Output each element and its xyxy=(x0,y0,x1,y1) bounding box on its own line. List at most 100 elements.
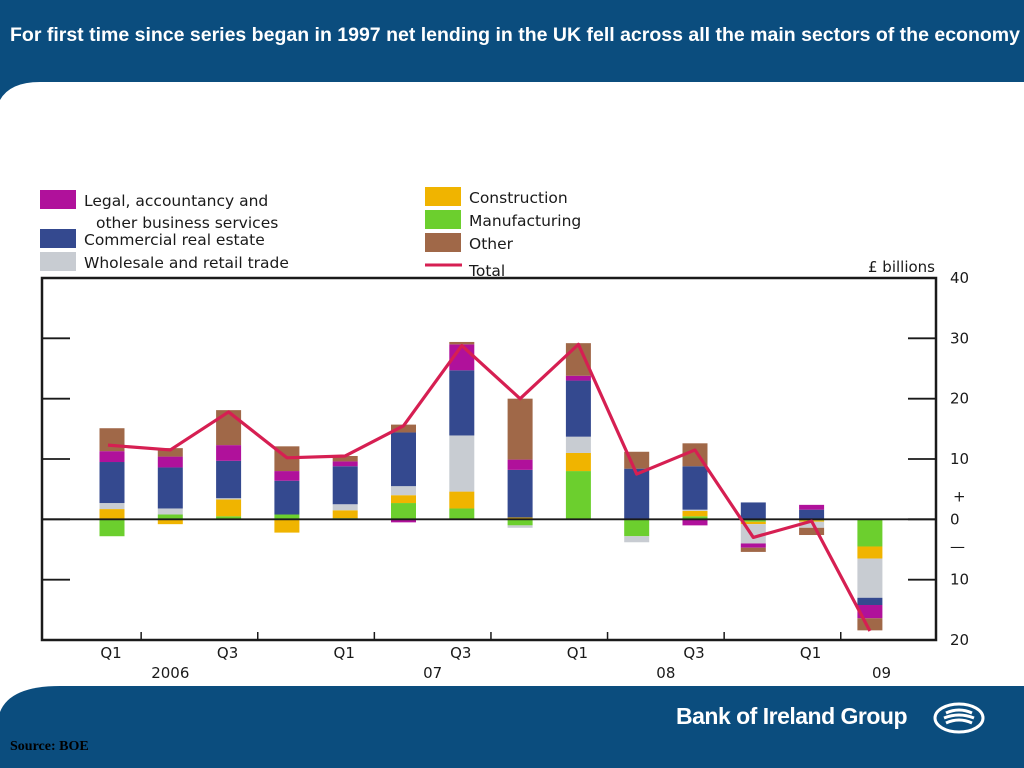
bar-segment xyxy=(391,519,416,523)
bar-segment xyxy=(332,455,358,462)
legend-item: Manufacturing xyxy=(425,210,581,230)
y-tick-label: 10 xyxy=(950,571,969,589)
bar-segment xyxy=(332,466,358,505)
legend-label: Legal, accountancy and xyxy=(84,192,268,210)
bar-segment xyxy=(332,504,358,511)
year-label: 09 xyxy=(872,664,891,682)
bar-segment xyxy=(799,521,825,528)
bar-segment xyxy=(216,498,242,500)
bar-segment xyxy=(624,536,650,543)
footer-banner xyxy=(0,682,1024,768)
bar-segment xyxy=(99,509,125,520)
negative-sign: — xyxy=(950,537,965,555)
header-banner: For first time since series began in 199… xyxy=(0,0,1024,100)
bar-segment xyxy=(391,495,416,504)
bar-segment xyxy=(799,527,825,536)
bar-segment xyxy=(391,503,416,520)
y-tick-label: 20 xyxy=(950,631,969,649)
bar-segment xyxy=(99,462,125,504)
lending-chart: Legal, accountancy and other business ser… xyxy=(40,187,969,682)
x-tick-label: Q1 xyxy=(334,644,355,662)
bar-segment xyxy=(507,519,533,526)
legend-swatch xyxy=(40,252,76,271)
legend-label: Other xyxy=(469,235,514,253)
bar-segment xyxy=(624,451,650,469)
bar-segment xyxy=(624,468,650,520)
positive-sign: + xyxy=(953,487,966,505)
bar-segment xyxy=(507,459,533,470)
bar-segment xyxy=(565,375,591,381)
bar-segment xyxy=(740,502,766,520)
bar-segment xyxy=(391,424,416,433)
y-tick-label: 10 xyxy=(950,450,969,468)
bar-segment xyxy=(682,519,708,526)
bar-segment xyxy=(857,519,883,547)
chart-axes: 40 30 20 10 0 10 20 + — Q1 Q3 Q1 Q3 Q1 Q3 Q1 2006 07 08 09 xyxy=(42,269,969,682)
bar-segment xyxy=(857,597,883,606)
footer-background xyxy=(0,686,1024,768)
bar-segment xyxy=(332,461,358,467)
legend-item: Legal, accountancy and other business ser… xyxy=(40,190,278,232)
bar-segment xyxy=(99,503,125,510)
bar-segment xyxy=(99,519,125,537)
bar-segment xyxy=(449,435,475,492)
legend-label: other business services xyxy=(96,214,278,232)
bar-segment xyxy=(449,341,475,345)
legend-swatch xyxy=(40,229,76,248)
bank-logo-icon xyxy=(933,702,985,734)
bar-segment xyxy=(99,451,125,463)
bar-segment xyxy=(799,504,825,510)
bar-segment xyxy=(157,508,183,515)
bar-segment xyxy=(740,543,766,548)
year-label: 08 xyxy=(656,664,675,682)
year-label: 07 xyxy=(423,664,442,682)
bar-segment xyxy=(565,436,591,453)
bar-segment xyxy=(682,516,708,520)
year-label: 2006 xyxy=(151,664,189,682)
y-tick-label: 40 xyxy=(950,269,969,287)
legend-swatch xyxy=(40,190,76,209)
x-tick-label: Q3 xyxy=(683,644,704,662)
legend-item: Construction xyxy=(425,187,568,207)
brand-name: Bank of Ireland Group xyxy=(676,703,908,729)
bar-segment xyxy=(216,460,242,499)
legend-item: Commercial real estate xyxy=(40,229,265,249)
legend-item: Other xyxy=(425,233,514,253)
bar-segment xyxy=(682,509,708,511)
legend-item: Total xyxy=(425,262,505,280)
bar-segment xyxy=(507,469,533,518)
bar-segment xyxy=(740,519,766,522)
bar-segment xyxy=(507,525,533,528)
x-tick-label: Q1 xyxy=(800,644,821,662)
y-tick-label: 0 xyxy=(950,510,960,528)
plot-frame xyxy=(40,276,938,642)
bar-segment xyxy=(449,491,475,509)
legend-swatch xyxy=(425,233,461,252)
total-line xyxy=(107,342,872,632)
bar-segment xyxy=(274,514,300,520)
legend-label: Total xyxy=(468,262,505,280)
bar-segment xyxy=(274,519,300,533)
x-tick-label: Q3 xyxy=(217,644,238,662)
bar-segment xyxy=(157,448,183,457)
bar-segment xyxy=(391,432,416,487)
bar-segment xyxy=(565,380,591,437)
bar-segment xyxy=(740,521,766,525)
bar-segment xyxy=(274,480,300,515)
bar-segment xyxy=(799,509,825,520)
legend-swatch xyxy=(425,210,461,229)
bar-segment xyxy=(332,510,358,519)
y-tick-label: 30 xyxy=(950,329,969,347)
bar-segment xyxy=(565,471,591,520)
y-tick-label: 20 xyxy=(950,390,969,408)
source-note: Source: BOE xyxy=(10,739,89,754)
bar-segment xyxy=(740,547,766,552)
unit-label: £ billions xyxy=(868,258,935,276)
x-tick-label: Q3 xyxy=(450,644,471,662)
bar-segment xyxy=(157,514,183,520)
bar-segment xyxy=(449,508,475,520)
chart-legend: Legal, accountancy and other business ser… xyxy=(40,187,581,280)
bar-segment xyxy=(274,471,300,481)
bar-segment xyxy=(216,445,242,461)
legend-label: Construction xyxy=(469,189,568,207)
